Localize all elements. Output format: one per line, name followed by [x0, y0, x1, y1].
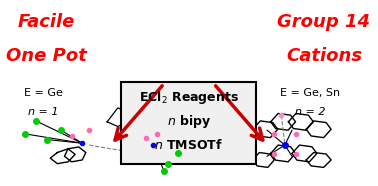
Text: ECl$_2$ Reagents: ECl$_2$ Reagents: [139, 89, 239, 106]
Text: n = 1: n = 1: [28, 107, 58, 117]
Text: $n$ TMSOTf: $n$ TMSOTf: [155, 138, 223, 152]
Text: E = Ge: E = Ge: [24, 88, 63, 98]
Text: E = Ge, Sn: E = Ge, Sn: [280, 88, 340, 98]
Text: Cations: Cations: [286, 47, 362, 65]
FancyBboxPatch shape: [121, 82, 256, 164]
Text: One Pot: One Pot: [6, 47, 87, 65]
Text: Facile: Facile: [18, 13, 75, 31]
Text: Group 14: Group 14: [277, 13, 370, 31]
Text: $n$ bipy: $n$ bipy: [167, 113, 211, 130]
Text: n = 2: n = 2: [294, 107, 325, 117]
